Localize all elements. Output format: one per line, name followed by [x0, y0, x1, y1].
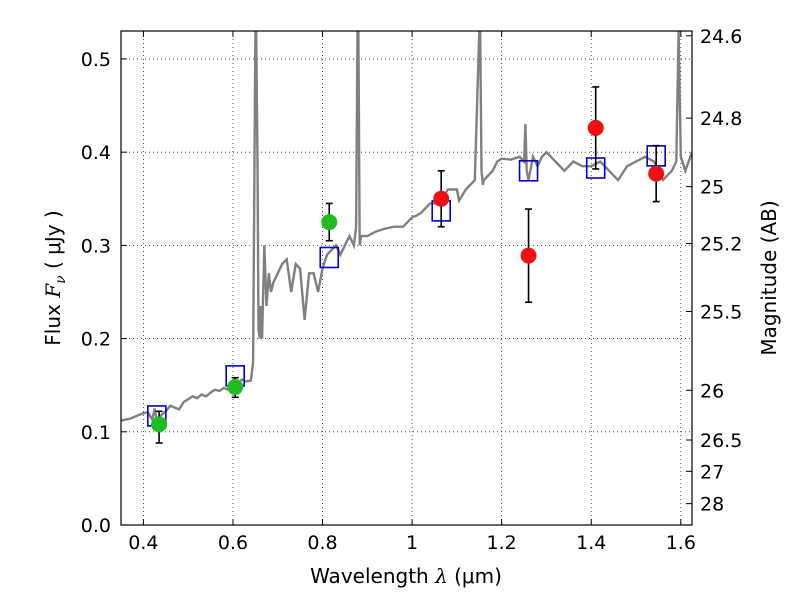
- x-axis-label-prefix: Wavelength: [310, 564, 435, 588]
- observed-flux-point: [321, 214, 338, 231]
- model-spectrum-line: [121, 31, 692, 424]
- y-tick-label: 0.4: [81, 142, 111, 164]
- y-tick-label: 0.2: [81, 329, 111, 351]
- plot-frame: [120, 30, 693, 526]
- grid-lines: [121, 31, 692, 526]
- observed-flux-point: [227, 379, 244, 396]
- y-tick-label: 0.0: [81, 515, 111, 537]
- y2-tick-label: 25.2: [700, 234, 742, 256]
- x-tick-label: 0.4: [128, 532, 158, 554]
- x-axis-label: Wavelength λ (μm): [310, 564, 502, 588]
- observed-flux-point: [520, 247, 537, 264]
- y-tick-label: 0.3: [81, 235, 111, 257]
- model-photometry-square: [319, 246, 340, 269]
- y-axis-label-prefix: Flux: [41, 298, 65, 346]
- y2-axis-label: Magnitude (AB): [757, 200, 781, 355]
- y2-tick-label: 24.6: [700, 26, 742, 48]
- axis-ticks: 0.4 0.6 0.8 1 1.2 1.4 1.6 0.0 0.1 0.2 0.3 0.4 0.5 24.…: [81, 26, 743, 554]
- y2-tick-label: 28: [700, 494, 724, 516]
- model-photometry-square: [518, 160, 539, 182]
- observed-flux-point: [587, 119, 604, 136]
- y2-tick-label: 24.8: [700, 108, 742, 130]
- observed-flux-point: [648, 165, 665, 182]
- x-tick-label: 1.6: [666, 532, 696, 554]
- y2-tick-label: 27: [700, 461, 724, 483]
- x-axis-label-symbol: λ: [434, 564, 448, 588]
- x-tick-label: 1.2: [487, 532, 517, 554]
- data-markers: [147, 86, 666, 444]
- y-tick-label: 0.5: [81, 49, 111, 71]
- y-axis-label: Flux Fν ( μJy ): [41, 210, 69, 345]
- y-tick-label: 0.1: [81, 422, 111, 444]
- y2-tick-label: 26: [700, 380, 724, 402]
- y-axis-label-subscript: ν: [53, 275, 69, 284]
- y-axis-label-symbol: F: [41, 283, 65, 299]
- observed-flux-point: [151, 416, 168, 433]
- y-axis-label-unit: ( μJy ): [41, 210, 65, 275]
- observed-flux-point: [433, 190, 450, 207]
- x-tick-label: 1: [406, 532, 418, 554]
- x-tick-label: 0.8: [307, 532, 337, 554]
- y2-tick-label: 25.5: [700, 301, 742, 323]
- x-tick-label: 1.4: [576, 532, 606, 554]
- y2-tick-label: 26.5: [700, 430, 742, 452]
- x-tick-label: 0.6: [218, 532, 248, 554]
- x-axis-label-unit: (μm): [448, 564, 502, 588]
- y2-tick-label: 25: [700, 177, 724, 199]
